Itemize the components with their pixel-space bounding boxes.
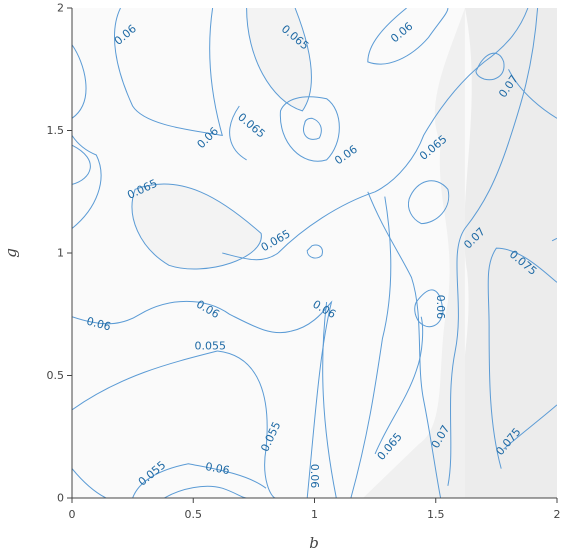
contour-line bbox=[246, 8, 312, 112]
contour-line bbox=[447, 8, 539, 486]
contour-label: 0.06 bbox=[85, 315, 112, 334]
contour-line bbox=[508, 69, 557, 119]
contour-line bbox=[367, 8, 449, 65]
x-tick-label: 2 bbox=[554, 508, 561, 521]
contour-line bbox=[487, 247, 557, 469]
contour-line bbox=[475, 52, 505, 81]
shaded-region bbox=[363, 8, 465, 498]
contour-line bbox=[374, 316, 424, 455]
x-tick-label: 1 bbox=[311, 508, 318, 521]
contour-line bbox=[222, 252, 279, 261]
contour-line bbox=[229, 105, 247, 161]
y-axis-title: g bbox=[2, 248, 20, 258]
contour-label: 0.055 bbox=[194, 340, 226, 353]
contour-line bbox=[350, 196, 392, 498]
contour-line bbox=[72, 300, 291, 334]
contour-line bbox=[551, 237, 557, 242]
contour-line bbox=[303, 117, 322, 140]
contour-line bbox=[131, 183, 262, 270]
contour-line bbox=[114, 8, 223, 137]
x-tick-label: 0.5 bbox=[185, 508, 203, 521]
shaded-regions bbox=[132, 8, 557, 498]
shaded-region bbox=[246, 8, 312, 111]
contour-line bbox=[290, 300, 333, 498]
contour-label: 0.06 bbox=[308, 464, 321, 489]
contour-line bbox=[306, 244, 323, 259]
contour-line bbox=[72, 135, 102, 229]
contour-line bbox=[72, 144, 91, 185]
contour-line bbox=[72, 44, 87, 119]
y-tick-label: 0 bbox=[57, 492, 64, 505]
contour-line bbox=[322, 301, 337, 498]
shaded-region bbox=[132, 183, 262, 270]
contour-line bbox=[408, 180, 450, 225]
y-tick-label: 1 bbox=[57, 247, 64, 260]
contour-line bbox=[72, 350, 276, 498]
x-axis-title: b bbox=[309, 534, 319, 552]
contour-label: 0.06 bbox=[434, 295, 447, 320]
contour-line bbox=[132, 463, 267, 498]
contour-line bbox=[414, 289, 444, 328]
contour-lines bbox=[72, 8, 557, 498]
y-tick-label: 0.5 bbox=[47, 369, 65, 382]
contour-line bbox=[367, 191, 442, 498]
contour-line bbox=[277, 8, 529, 254]
contour-line bbox=[163, 485, 247, 498]
y-tick-label: 2 bbox=[57, 2, 64, 15]
y-tick-label: 1.5 bbox=[47, 124, 65, 137]
x-tick-label: 1.5 bbox=[427, 508, 445, 521]
shaded-region bbox=[459, 8, 557, 498]
contour-line bbox=[279, 96, 340, 162]
y-axis: 0 0.5 1 1.5 2 bbox=[47, 2, 73, 505]
contour-label: 0.06 bbox=[204, 460, 230, 477]
contour-line bbox=[503, 404, 557, 450]
contour-line bbox=[72, 468, 107, 498]
x-tick-label: 0 bbox=[69, 508, 76, 521]
x-axis: 0 0.5 1 1.5 2 bbox=[69, 497, 561, 521]
